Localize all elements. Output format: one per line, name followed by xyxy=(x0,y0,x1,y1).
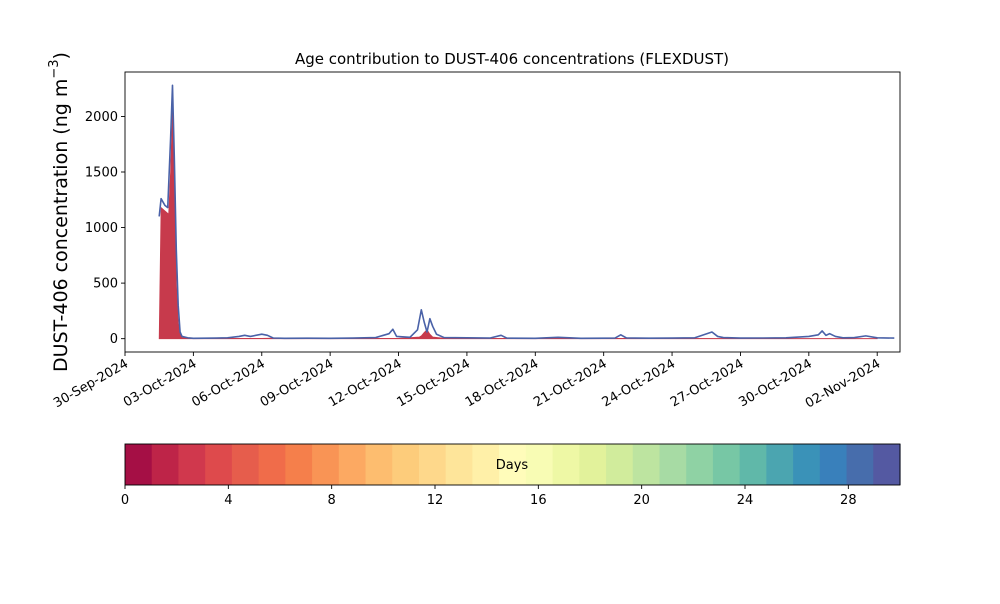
x-tick-label: 15-Oct-2024 xyxy=(395,356,473,410)
axes-layer: 050010001500200030-Sep-202403-Oct-202406… xyxy=(51,71,901,411)
y-axis-label-end: ) xyxy=(50,52,72,59)
colorbar: 0 4 8 12 16 20 24 28 xyxy=(121,443,901,508)
y-tick-label: 2000 xyxy=(85,110,118,125)
x-tick-label: 09-Oct-2024 xyxy=(258,356,336,410)
colorbar-segment xyxy=(766,444,794,485)
y-axis-label: DUST-406 concentration (ng m−3) xyxy=(47,52,72,372)
series-line-1 xyxy=(158,84,895,340)
y-axis-label-exponent: −3 xyxy=(47,59,62,78)
colorbar-tick-label: 12 xyxy=(427,493,444,508)
x-tick-label: 21-Oct-2024 xyxy=(531,356,609,410)
colorbar-segment xyxy=(151,444,180,485)
colorbar-segment xyxy=(499,444,527,485)
y-axis-label-main: DUST-406 concentration (ng m xyxy=(50,79,72,372)
series-area-0 xyxy=(158,110,878,340)
x-tick-label: 02-Nov-2024 xyxy=(803,356,883,411)
y-tick-label: 0 xyxy=(110,332,118,347)
colorbar-segment xyxy=(365,444,393,485)
x-tick-label: 03-Oct-2024 xyxy=(121,356,199,410)
colorbar-segment xyxy=(178,444,206,485)
x-tick-label: 18-Oct-2024 xyxy=(463,356,541,410)
colorbar-segment xyxy=(873,444,901,485)
colorbar-tick-label: 20 xyxy=(633,493,650,508)
colorbar-tick-label: 28 xyxy=(840,493,857,508)
colorbar-frame xyxy=(124,443,901,486)
colorbar-segment xyxy=(606,444,634,485)
colorbar-segment xyxy=(338,444,367,485)
chart-title: Age contribution to DUST-406 concentrati… xyxy=(295,50,729,68)
x-tick-label: 06-Oct-2024 xyxy=(189,356,267,410)
colorbar-tick-label: 0 xyxy=(121,493,129,508)
x-tick-label: 27-Oct-2024 xyxy=(668,356,746,410)
colorbar-segment xyxy=(125,444,153,485)
y-tick-label: 500 xyxy=(93,277,118,292)
colorbar-tick-label: 8 xyxy=(328,493,336,508)
colorbar-segment xyxy=(632,444,661,485)
x-tick-label: 30-Oct-2024 xyxy=(736,356,814,410)
colorbar-segment xyxy=(231,444,260,485)
colorbar-segment xyxy=(258,444,286,485)
colorbar-tick-label: 24 xyxy=(737,493,754,508)
colorbar-segment xyxy=(739,444,767,485)
colorbar-tick-label: 4 xyxy=(224,493,232,508)
plot-frame xyxy=(124,71,901,353)
x-tick-label: 24-Oct-2024 xyxy=(600,356,678,410)
colorbar-segment xyxy=(285,444,313,485)
colorbar-segment xyxy=(472,444,500,485)
colorbar-segment xyxy=(819,444,848,485)
y-tick-label: 1500 xyxy=(85,166,118,181)
y-tick-label: 1000 xyxy=(85,221,118,236)
colorbar-segment xyxy=(552,444,580,485)
colorbar-segment xyxy=(205,444,233,485)
colorbar-segment xyxy=(312,444,340,485)
x-tick-label: 12-Oct-2024 xyxy=(326,356,404,410)
colorbar-segment xyxy=(846,444,874,485)
colorbar-label: Days xyxy=(496,458,529,473)
colorbar-segment xyxy=(525,444,554,485)
colorbar-segment xyxy=(793,444,821,485)
colorbar-segment xyxy=(659,444,687,485)
colorbar-segment xyxy=(392,444,420,485)
colorbar-segment xyxy=(445,444,474,485)
colorbar-segment xyxy=(418,444,447,485)
colorbar-segment xyxy=(686,444,714,485)
colorbar-segment xyxy=(579,444,607,485)
plot-layer xyxy=(158,84,895,340)
colorbar-tick-label: 16 xyxy=(530,493,547,508)
colorbar-segment xyxy=(712,444,741,485)
